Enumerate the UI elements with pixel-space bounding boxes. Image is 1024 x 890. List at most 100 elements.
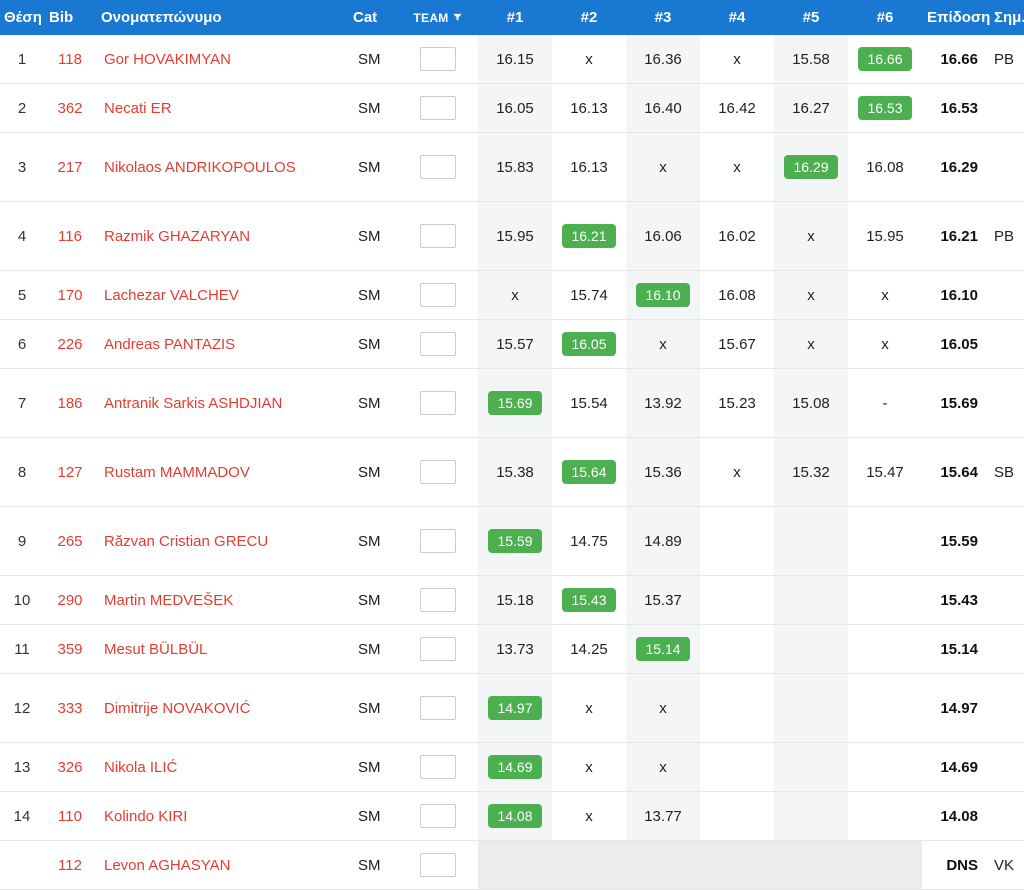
attempt-2-cell: x (552, 35, 626, 84)
name-cell: Nikolaos ANDRIKOPOULOS (96, 132, 348, 202)
team-logo-placeholder (420, 755, 456, 779)
table-row: 6 226 Andreas PANTAZIS SM 15.57 16.05 x … (0, 319, 1024, 369)
athlete-name-link[interactable]: Martin MEDVEŠEK (104, 591, 234, 609)
result-cell: 15.14 (922, 624, 986, 674)
attempt-5-cell (774, 506, 848, 576)
header-attempt-2: #2 (552, 0, 626, 35)
bib-link[interactable]: 116 (58, 227, 82, 245)
result-cell: 14.08 (922, 791, 986, 841)
result-cell: 15.69 (922, 368, 986, 438)
remark-cell (986, 132, 1024, 202)
place-cell (0, 840, 44, 890)
place-cell: 2 (0, 83, 44, 133)
bib-cell: 170 (44, 270, 96, 320)
bib-link[interactable]: 110 (58, 807, 82, 825)
athlete-name-link[interactable]: Necati ER (104, 99, 172, 117)
table-row: 12 333 Dimitrije NOVAKOVIĆ SM 14.97 x x … (0, 673, 1024, 743)
team-cell (398, 368, 478, 438)
remark-cell (986, 270, 1024, 320)
attempt-1-cell: 15.69 (478, 368, 552, 438)
attempt-4-cell (700, 673, 774, 743)
attempt-6-cell: 16.66 (848, 35, 922, 84)
bib-link[interactable]: 226 (57, 335, 83, 353)
team-cell (398, 83, 478, 133)
bib-link[interactable]: 333 (57, 699, 83, 717)
result-cell: 16.53 (922, 83, 986, 133)
attempt-4-cell: 15.23 (700, 368, 774, 438)
bib-link[interactable]: 359 (57, 640, 83, 658)
best-attempt-badge: 16.05 (562, 332, 616, 356)
athlete-name-link[interactable]: Lachezar VALCHEV (104, 286, 239, 304)
athlete-name-link[interactable]: Rustam MAMMADOV (104, 463, 250, 481)
attempt-4-cell: x (700, 132, 774, 202)
result-cell: 14.97 (922, 673, 986, 743)
header-attempt-6: #6 (848, 0, 922, 35)
bib-link[interactable]: 127 (57, 463, 83, 481)
bib-link[interactable]: 265 (57, 532, 83, 550)
attempt-6-cell (848, 840, 922, 890)
athlete-name-link[interactable]: Gor HOVAKIMYAN (104, 50, 231, 68)
bib-link[interactable]: 362 (57, 99, 83, 117)
team-logo-placeholder (420, 588, 456, 612)
athlete-name-link[interactable]: Andreas PANTAZIS (104, 335, 236, 353)
name-cell: Razmik GHAZARYAN (96, 201, 348, 271)
place-cell: 1 (0, 35, 44, 84)
attempt-5-cell (774, 791, 848, 841)
attempt-6-cell: 16.53 (848, 83, 922, 133)
team-cell (398, 575, 478, 625)
category-cell: SM (348, 840, 398, 890)
attempt-3-cell: x (626, 319, 700, 369)
athlete-name-link[interactable]: Nikola ILIĆ (104, 758, 178, 776)
athlete-name-link[interactable]: Răzvan Cristian GRECU (104, 532, 269, 550)
table-row: 2 362 Necati ER SM 16.05 16.13 16.40 16.… (0, 83, 1024, 133)
athlete-name-link[interactable]: Mesut BÜLBÜL (104, 640, 208, 658)
result-cell: 16.21 (922, 201, 986, 271)
category-cell: SM (348, 270, 398, 320)
athlete-name-link[interactable]: Antranik Sarkis ASHDJIAN (104, 394, 283, 412)
bib-cell: 290 (44, 575, 96, 625)
attempt-3-cell: 16.36 (626, 35, 700, 84)
bib-cell: 226 (44, 319, 96, 369)
bib-link[interactable]: 290 (57, 591, 83, 609)
athlete-name-link[interactable]: Dimitrije NOVAKOVIĆ (104, 699, 251, 717)
bib-link[interactable]: 170 (57, 286, 83, 304)
result-cell: 16.29 (922, 132, 986, 202)
attempt-6-cell (848, 624, 922, 674)
bib-link[interactable]: 217 (57, 158, 83, 176)
result-cell: 15.43 (922, 575, 986, 625)
name-cell: Mesut BÜLBÜL (96, 624, 348, 674)
bib-link[interactable]: 118 (58, 50, 82, 68)
result-cell: 15.59 (922, 506, 986, 576)
attempt-4-cell (700, 575, 774, 625)
bib-cell: 127 (44, 437, 96, 507)
attempt-5-cell: x (774, 270, 848, 320)
attempt-2-cell: 15.54 (552, 368, 626, 438)
category-cell: SM (348, 132, 398, 202)
bib-link[interactable]: 326 (57, 758, 83, 776)
remark-cell: PB (986, 35, 1024, 84)
team-logo-placeholder (420, 696, 456, 720)
team-cell (398, 132, 478, 202)
bib-link[interactable]: 186 (57, 394, 83, 412)
category-cell: SM (348, 83, 398, 133)
team-logo-placeholder (420, 283, 456, 307)
athlete-name-link[interactable]: Razmik GHAZARYAN (104, 227, 251, 245)
team-cell (398, 742, 478, 792)
attempt-3-cell (626, 840, 700, 890)
athlete-name-link[interactable]: Nikolaos ANDRIKOPOULOS (104, 158, 296, 176)
athlete-name-link[interactable]: Levon AGHASYAN (104, 856, 231, 874)
place-cell: 9 (0, 506, 44, 576)
attempt-5-cell (774, 742, 848, 792)
attempt-1-cell: x (478, 270, 552, 320)
table-row: 14 110 Kolindo KIRI SM 14.08 x 13.77 14.… (0, 791, 1024, 841)
table-row: 7 186 Antranik Sarkis ASHDJIAN SM 15.69 … (0, 368, 1024, 438)
team-logo-placeholder (420, 47, 456, 71)
name-cell: Rustam MAMMADOV (96, 437, 348, 507)
bib-cell: 116 (44, 201, 96, 271)
athlete-name-link[interactable]: Kolindo KIRI (104, 807, 188, 825)
header-attempt-5: #5 (774, 0, 848, 35)
result-cell: 16.66 (922, 35, 986, 84)
bib-link[interactable]: 112 (58, 856, 82, 874)
attempt-3-cell: 16.40 (626, 83, 700, 133)
header-team-filter[interactable]: TEAM (398, 0, 478, 35)
